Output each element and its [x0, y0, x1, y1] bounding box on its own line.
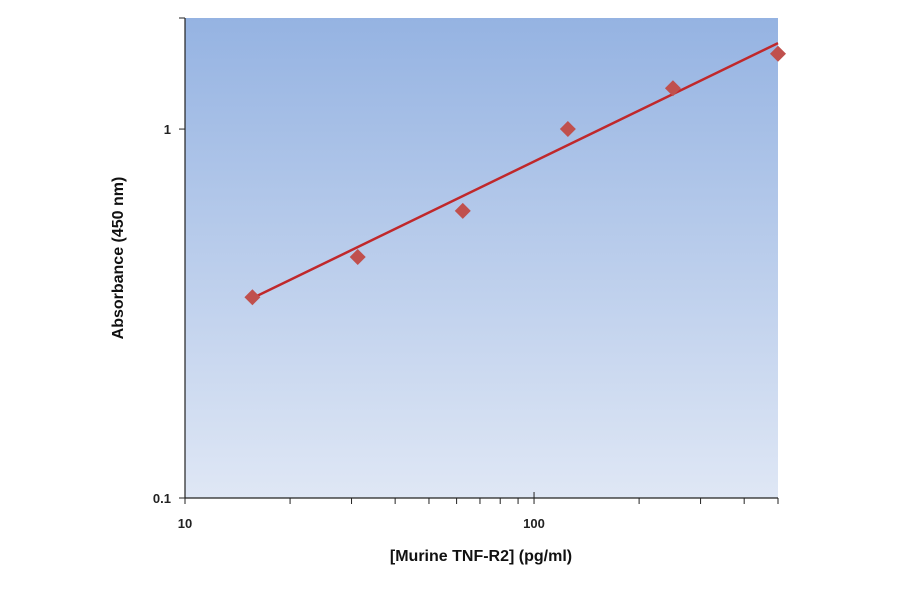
trendline	[251, 41, 779, 300]
data-point	[244, 289, 261, 306]
x-tick-label: 100	[523, 516, 545, 531]
y-tick-label: 0.1	[153, 491, 171, 506]
data-point	[559, 121, 576, 138]
plot-area	[185, 18, 778, 498]
x-tick-label: 10	[178, 516, 192, 531]
data-point	[454, 202, 471, 219]
data-point	[770, 45, 786, 62]
data-point	[349, 249, 366, 266]
y-axis-label: Absorbance (450 nm)	[110, 177, 127, 340]
data-point	[664, 80, 681, 97]
x-axis-label: [Murine TNF-R2] (pg/ml)	[390, 548, 572, 565]
y-tick-label: 1	[164, 122, 171, 137]
